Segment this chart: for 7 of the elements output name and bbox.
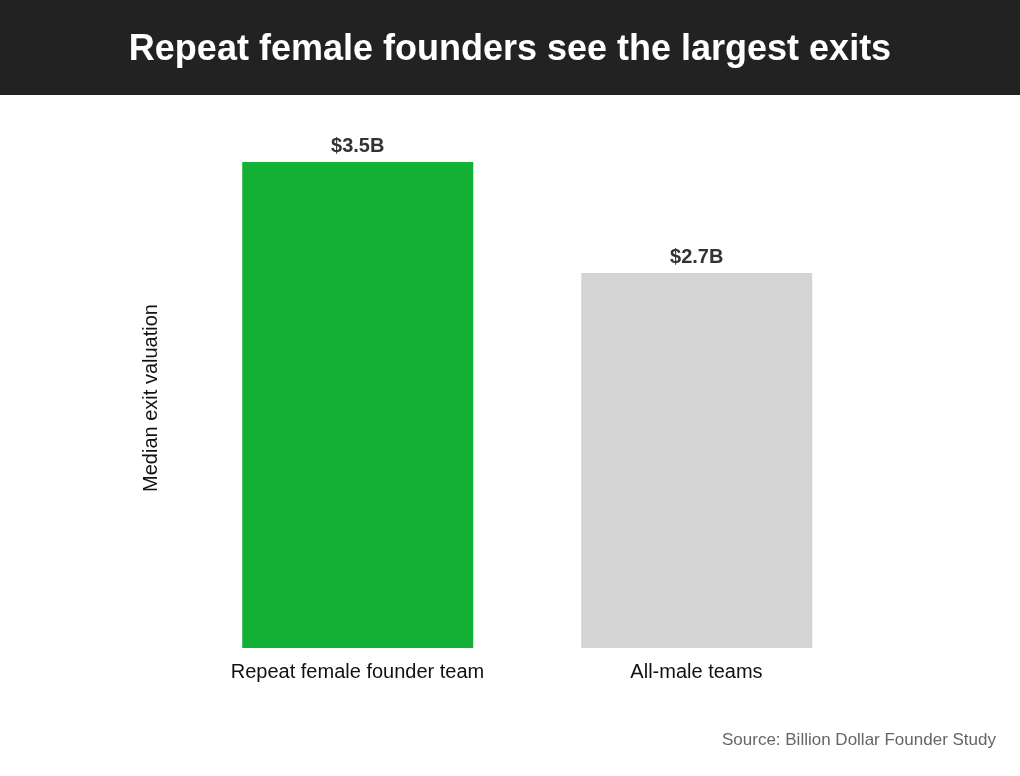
y-axis-title: Median exit valuation [139,304,162,492]
data-label: $2.7B [670,245,724,267]
data-label: $3.5B [331,133,385,156]
x-tick-label: All-male teams [630,660,763,683]
source-note: Source: Billion Dollar Founder Study [721,730,996,749]
chart-title: Repeat female founders see the largest exits [128,26,892,69]
x-tick-label: Repeat female founder team [230,660,485,683]
